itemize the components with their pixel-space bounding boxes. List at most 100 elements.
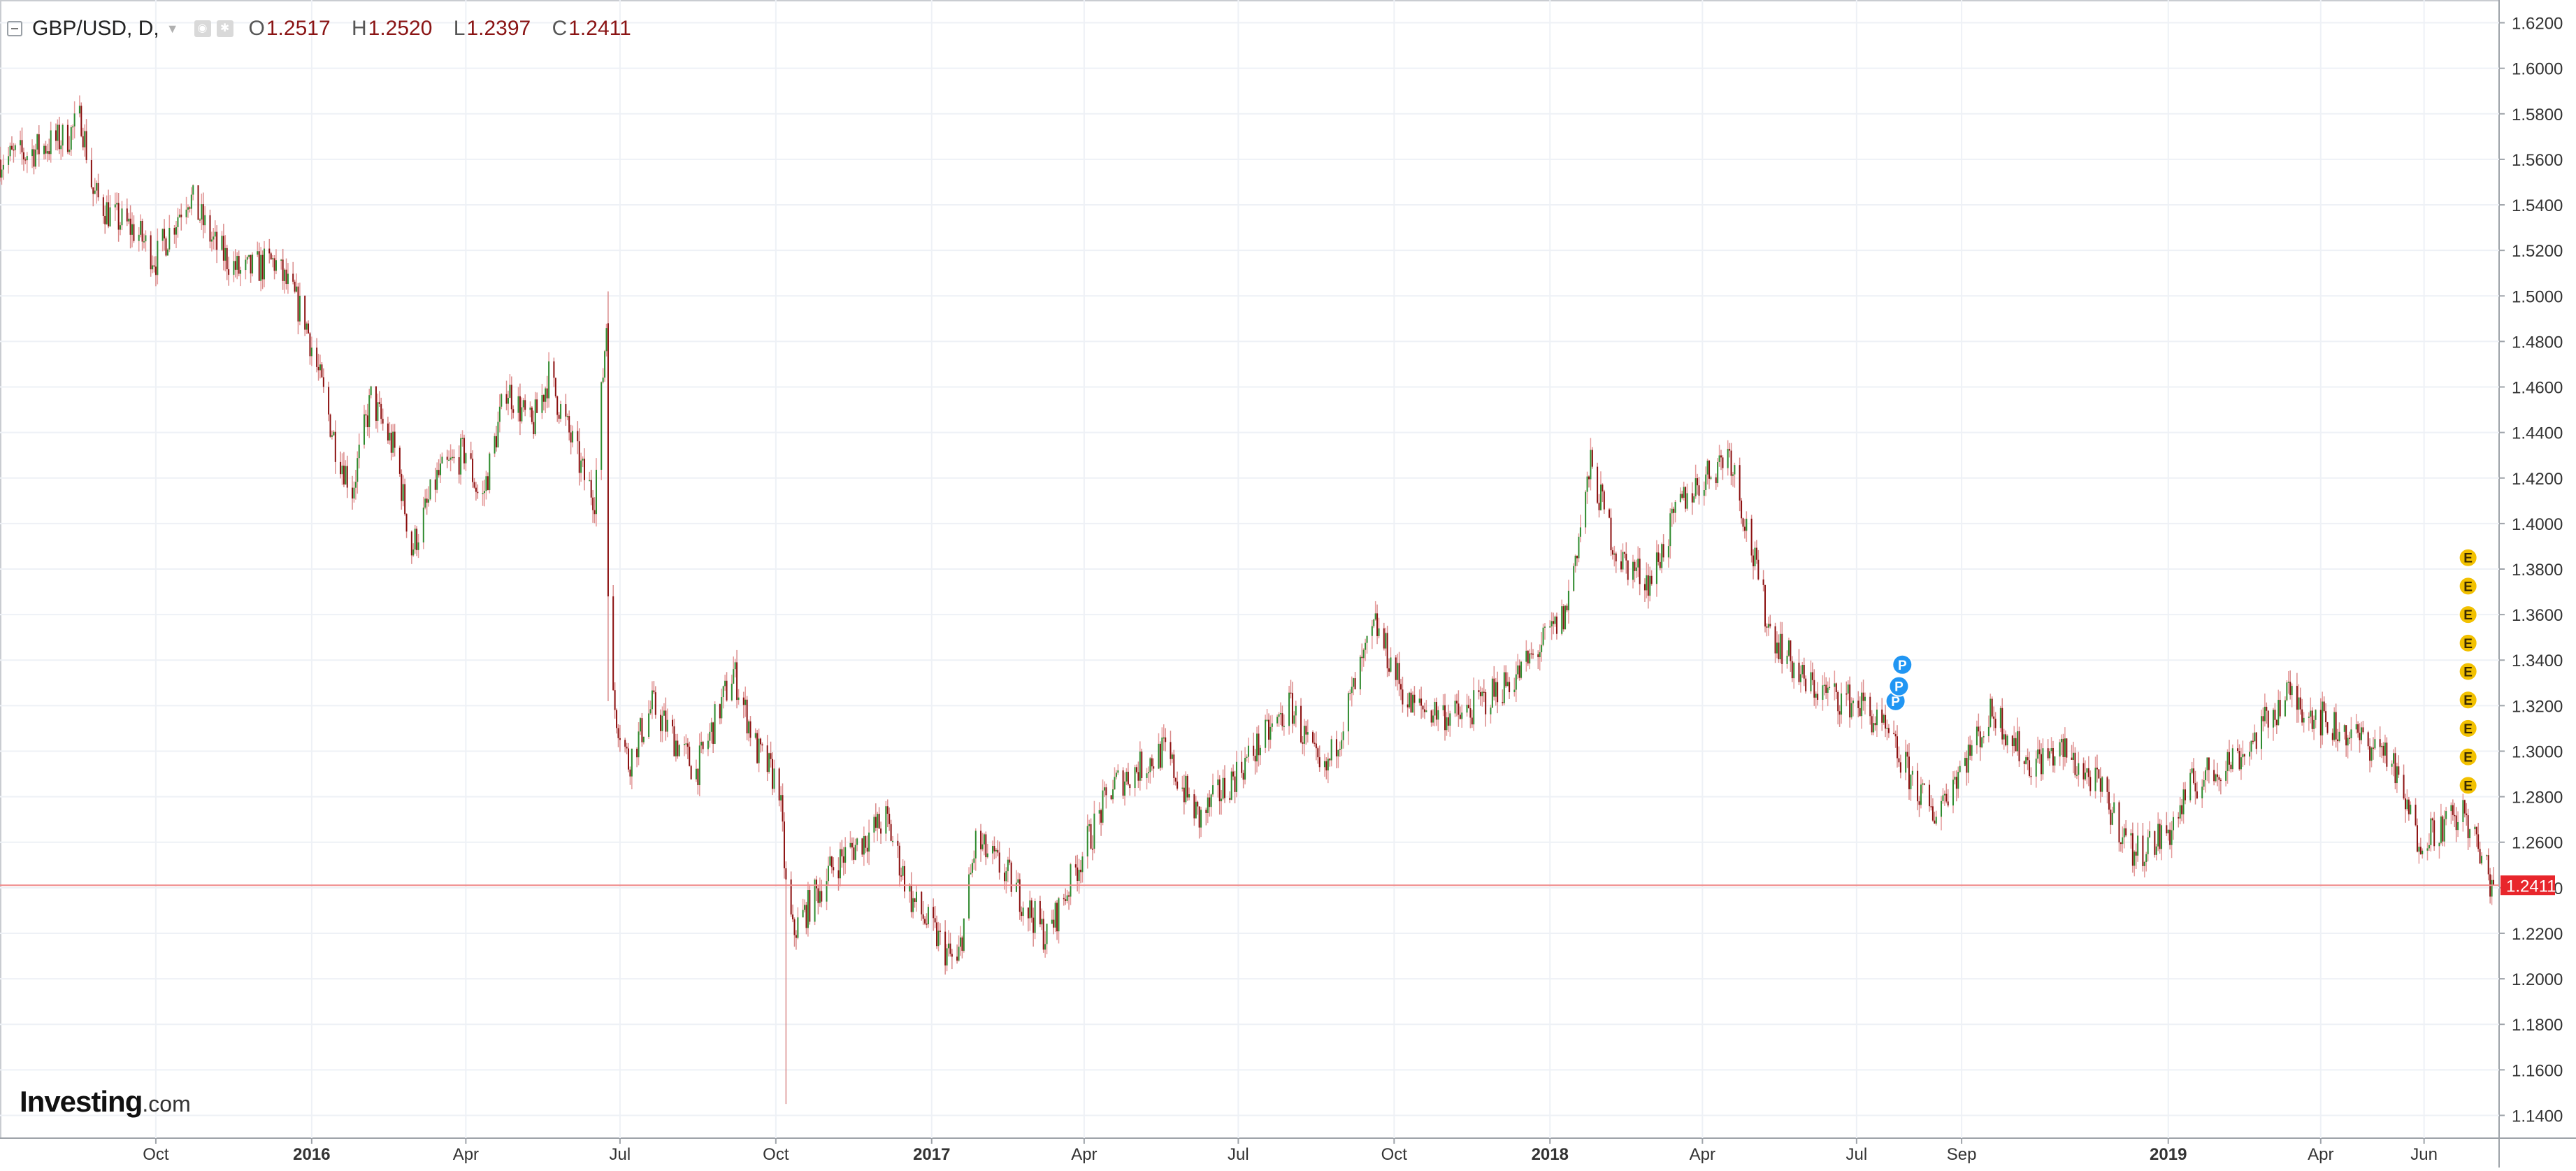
event-marker-e[interactable]: E bbox=[2458, 576, 2478, 596]
candle bbox=[2410, 801, 2412, 815]
candle bbox=[133, 215, 135, 243]
candle-body bbox=[998, 852, 1000, 873]
collapse-icon[interactable] bbox=[7, 21, 22, 36]
candle-body bbox=[1697, 477, 1699, 486]
candle-body bbox=[1567, 591, 1569, 610]
candle-body bbox=[1646, 575, 1648, 591]
candle-body bbox=[2266, 706, 2268, 711]
candle bbox=[1339, 741, 1341, 757]
candle bbox=[449, 444, 452, 472]
candle bbox=[463, 434, 465, 470]
candle bbox=[1829, 677, 1831, 690]
candle bbox=[422, 496, 424, 549]
candle-body bbox=[2096, 768, 2098, 770]
candle bbox=[1734, 462, 1736, 488]
event-marker-e[interactable]: E bbox=[2458, 605, 2478, 625]
event-marker-e[interactable]: E bbox=[2458, 775, 2478, 796]
event-marker-e[interactable]: E bbox=[2458, 661, 2478, 682]
candle bbox=[2025, 755, 2027, 765]
candle bbox=[636, 747, 638, 768]
candle bbox=[424, 489, 426, 510]
candle bbox=[2154, 830, 2156, 858]
candle bbox=[177, 208, 179, 238]
candle bbox=[175, 221, 178, 249]
candle bbox=[719, 703, 721, 725]
event-marker-p[interactable]: P bbox=[1892, 654, 1913, 675]
candle-body bbox=[1544, 626, 1546, 628]
candle bbox=[1022, 901, 1024, 926]
candle bbox=[412, 543, 415, 557]
event-marker-circle bbox=[2458, 547, 2478, 568]
candle bbox=[1755, 540, 1757, 564]
chevron-down-icon[interactable]: ▼ bbox=[166, 21, 179, 36]
candle-body bbox=[1573, 566, 1575, 591]
candle-body bbox=[1849, 684, 1851, 718]
candle bbox=[189, 206, 191, 213]
candle-body bbox=[449, 457, 452, 460]
event-marker-e[interactable]: E bbox=[2458, 633, 2478, 653]
candle-body bbox=[2299, 697, 2301, 710]
candle-body bbox=[145, 235, 147, 242]
event-marker-e[interactable]: E bbox=[2458, 747, 2478, 767]
candle-body bbox=[624, 740, 626, 747]
y-tick-label: 1.4600 bbox=[2512, 379, 2563, 398]
candle-body bbox=[1146, 773, 1148, 778]
candle-body bbox=[636, 749, 638, 758]
candle bbox=[1173, 749, 1175, 786]
candle-body bbox=[2474, 826, 2476, 830]
candle bbox=[377, 394, 379, 433]
candle-body bbox=[1708, 460, 1711, 479]
candle bbox=[1307, 719, 1309, 743]
gear-icon[interactable]: ✱ bbox=[216, 20, 233, 37]
x-tick-label: 2018 bbox=[1532, 1145, 1569, 1164]
event-marker-e[interactable]: E bbox=[2458, 718, 2478, 738]
candle bbox=[565, 394, 567, 426]
eye-icon[interactable]: ◉ bbox=[194, 20, 211, 37]
candle bbox=[1683, 481, 1685, 501]
candle-body bbox=[2025, 757, 2027, 764]
candle bbox=[1420, 687, 1423, 719]
candle-body bbox=[2130, 833, 2132, 836]
candle-body bbox=[1887, 728, 1890, 733]
candle-body bbox=[129, 218, 131, 235]
candle-body bbox=[1402, 689, 1404, 705]
candle-body bbox=[1715, 477, 1717, 484]
event-marker-e[interactable]: E bbox=[2458, 547, 2478, 568]
candle bbox=[839, 842, 841, 886]
candle bbox=[1993, 706, 1995, 731]
candle bbox=[660, 709, 662, 742]
candle bbox=[1129, 784, 1131, 796]
candle-body bbox=[1857, 701, 1859, 708]
candle-body bbox=[2015, 738, 2017, 752]
event-marker-p[interactable]: P bbox=[1888, 675, 1910, 697]
candle bbox=[1778, 634, 1780, 663]
candle bbox=[924, 916, 926, 926]
candle-body bbox=[2381, 745, 2383, 747]
candle-body bbox=[805, 905, 807, 928]
candle-body bbox=[974, 831, 977, 859]
candle-body bbox=[1553, 621, 1555, 624]
logo-brand: Investing bbox=[20, 1085, 143, 1118]
candle-body bbox=[856, 838, 858, 845]
candle bbox=[1722, 455, 1724, 480]
candle bbox=[1741, 498, 1743, 524]
candle bbox=[2155, 843, 2157, 861]
candle-body bbox=[1722, 457, 1724, 468]
investing-logo[interactable]: Investing.com bbox=[20, 1085, 191, 1119]
symbol-label[interactable]: GBP/USD, D, bbox=[32, 17, 159, 40]
candle bbox=[556, 395, 559, 422]
candle bbox=[1931, 798, 1934, 822]
candle-body bbox=[1342, 731, 1344, 740]
candle-body bbox=[153, 265, 155, 267]
candle bbox=[2171, 821, 2173, 859]
candle-body bbox=[2030, 775, 2032, 777]
candle bbox=[566, 413, 568, 421]
candle-body bbox=[73, 113, 75, 127]
event-marker-e[interactable]: E bbox=[2458, 690, 2478, 710]
candle-body bbox=[1893, 733, 1895, 735]
candle-body bbox=[2013, 738, 2015, 747]
candle-body bbox=[921, 891, 923, 914]
candle bbox=[1598, 494, 1600, 518]
